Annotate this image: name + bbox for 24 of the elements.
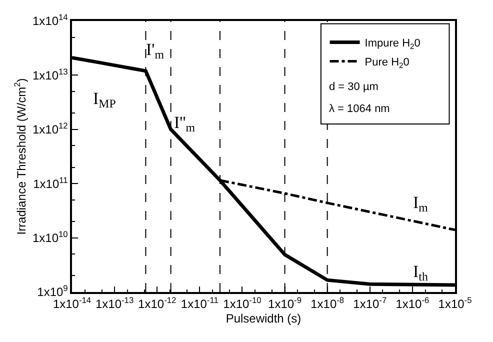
y-tick-label: 1x10$^{10}$ bbox=[32, 228, 68, 245]
legend-label: Impure H$_{2}$0 bbox=[364, 38, 420, 51]
y-tick-label: 1x10$^{11}$ bbox=[33, 174, 68, 191]
annotation: λ = 1064 nm bbox=[329, 103, 390, 115]
y-tick-label: 1x10$^{13}$ bbox=[32, 66, 68, 82]
x-tick-label: 1x10$^{-10}$ bbox=[223, 295, 262, 312]
y-tick-label: 1x10$^{14}$ bbox=[32, 12, 68, 28]
x-tick-label: 1x10$^{-11}$ bbox=[180, 295, 219, 312]
annotation: I''$_{m}$ bbox=[174, 113, 196, 135]
x-tick-label: 1x10$^{-6}$ bbox=[396, 295, 430, 312]
annotation: I$_{MP}$ bbox=[93, 89, 116, 111]
x-tick-label: 1x10$^{-9}$ bbox=[268, 295, 302, 312]
annotation: I'$_{m}$ bbox=[146, 40, 165, 62]
x-tick-label: 1x10$^{-7}$ bbox=[353, 295, 387, 312]
annotation: I$_{th}$ bbox=[413, 262, 428, 284]
x-tick-label: 1x10$^{-13}$ bbox=[95, 295, 134, 312]
annotation: I$_{m}$ bbox=[413, 193, 429, 215]
x-tick-label: 1x10$^{-12}$ bbox=[138, 295, 177, 312]
x-axis-title: Pulsewidth (s) bbox=[226, 312, 302, 326]
annotation: d = 30 µm bbox=[329, 81, 378, 93]
x-tick-label: 1x10$^{-8}$ bbox=[310, 295, 344, 312]
x-tick-label: 1x10$^{-5}$ bbox=[438, 295, 472, 312]
legend-label: Pure H$_{2}$0 bbox=[364, 56, 410, 70]
y-tick-label: 1x10$^{12}$ bbox=[32, 120, 68, 137]
